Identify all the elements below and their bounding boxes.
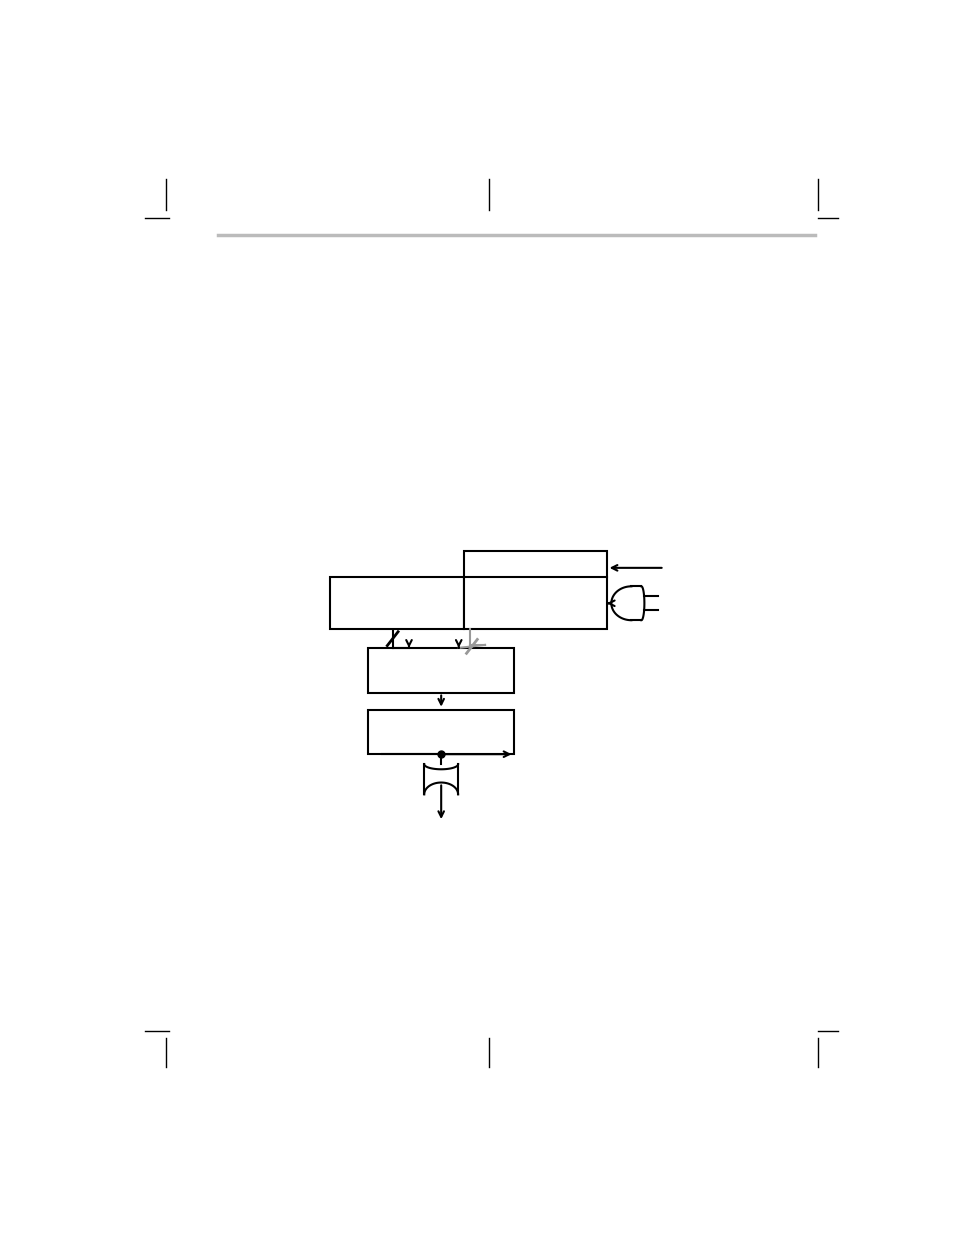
Bar [368,710,514,755]
Bar [329,577,464,630]
Bar [464,551,606,630]
Bar [368,648,514,693]
